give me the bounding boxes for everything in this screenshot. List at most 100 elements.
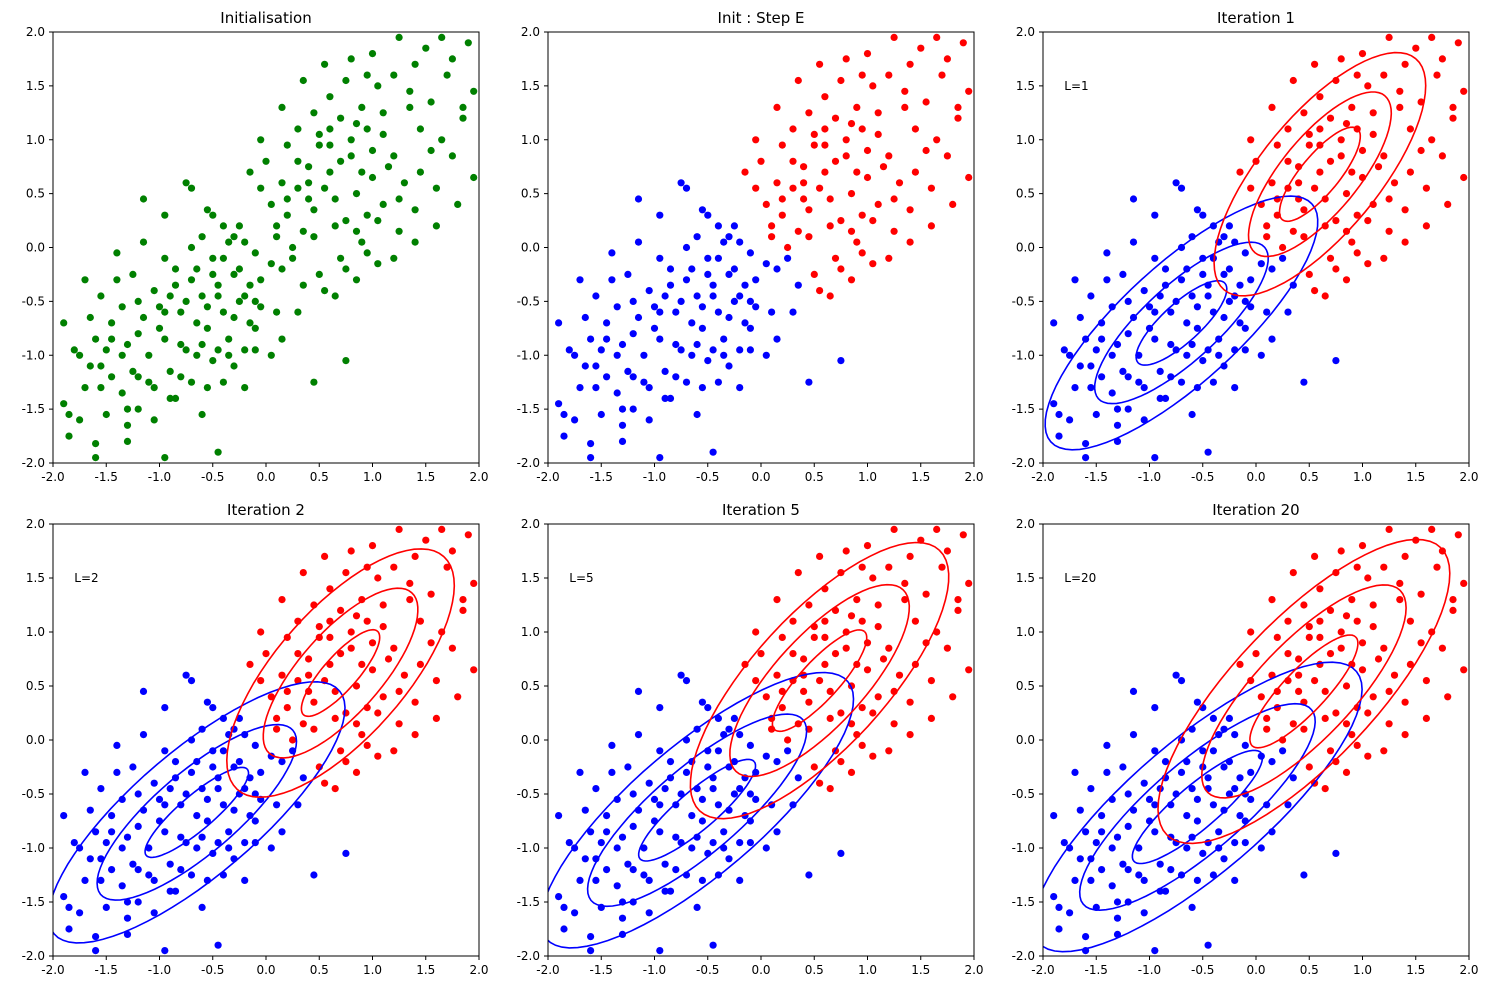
data-point: [831, 157, 840, 165]
data-point: [60, 319, 68, 327]
data-point: [1156, 367, 1164, 375]
data-point: [1167, 866, 1175, 874]
data-point: [1124, 330, 1132, 338]
data-point: [1364, 709, 1372, 717]
data-point: [1263, 801, 1271, 809]
data-point: [278, 828, 286, 836]
data-point: [853, 103, 861, 111]
data-point: [560, 925, 568, 933]
data-point: [842, 55, 850, 63]
data-point: [698, 206, 707, 214]
data-point: [92, 440, 100, 448]
red-contour: [771, 629, 868, 733]
data-point: [326, 585, 334, 593]
data-point: [358, 238, 366, 246]
data-point: [603, 866, 611, 874]
data-point: [321, 184, 329, 192]
data-point: [1268, 265, 1276, 273]
data-point: [1076, 313, 1084, 322]
data-point: [203, 324, 211, 332]
data-point: [1183, 844, 1191, 852]
data-point: [906, 731, 914, 739]
data-point: [1380, 71, 1388, 79]
data-point: [1417, 146, 1425, 155]
data-point: [390, 563, 398, 571]
data-point: [241, 876, 249, 885]
data-point: [1396, 579, 1404, 588]
data-point: [1380, 563, 1388, 571]
data-point: [640, 871, 648, 879]
data-point: [858, 617, 866, 625]
y-tick-label: -0.5: [1012, 294, 1035, 308]
data-point: [358, 731, 366, 739]
data-point: [97, 292, 105, 300]
data-point: [661, 860, 669, 868]
data-point: [193, 265, 201, 273]
data-point: [294, 125, 302, 133]
data-point: [1087, 785, 1095, 793]
data-point: [1209, 801, 1217, 809]
data-point: [1183, 319, 1191, 327]
data-point: [363, 125, 371, 133]
data-point: [592, 785, 600, 793]
data-point: [134, 405, 142, 413]
data-point: [1231, 384, 1239, 392]
data-point: [650, 795, 659, 804]
data-point: [187, 243, 196, 252]
data-point: [858, 704, 866, 712]
data-point: [773, 758, 781, 766]
data-point: [778, 687, 786, 696]
data-point: [1151, 704, 1159, 712]
data-point: [714, 308, 723, 316]
data-point: [943, 547, 952, 555]
data-point: [1055, 410, 1063, 419]
data-point: [139, 238, 148, 246]
data-point: [826, 687, 834, 696]
data-point: [863, 146, 872, 155]
data-point: [108, 828, 116, 836]
data-point: [427, 98, 435, 106]
data-point: [310, 109, 318, 117]
data-point: [640, 351, 648, 359]
data-point: [92, 828, 100, 836]
data-point: [634, 238, 643, 246]
data-point: [283, 687, 291, 696]
data-point: [1369, 693, 1377, 701]
data-point: [613, 882, 621, 890]
data-point: [858, 741, 866, 750]
data-point: [1236, 660, 1244, 669]
data-point: [810, 633, 818, 642]
data-point: [1380, 254, 1388, 262]
data-point: [1401, 698, 1409, 706]
data-point: [134, 866, 142, 874]
data-point: [874, 601, 882, 609]
data-point: [1257, 693, 1265, 701]
y-tick-label: 1.5: [26, 79, 45, 93]
data-point: [1401, 552, 1409, 561]
data-point: [826, 222, 834, 230]
data-point: [86, 313, 94, 322]
data-point: [214, 839, 222, 847]
data-point: [352, 120, 361, 128]
x-tick-label: 0.5: [1300, 470, 1319, 484]
data-point: [1124, 373, 1132, 381]
data-point: [123, 930, 132, 939]
data-point: [645, 384, 653, 392]
data-point: [1305, 130, 1313, 138]
data-point: [278, 103, 286, 111]
data-point: [720, 238, 728, 246]
data-point: [305, 163, 313, 171]
data-point: [656, 454, 664, 462]
data-point: [411, 552, 419, 561]
data-point: [666, 265, 675, 273]
data-point: [1220, 313, 1228, 322]
data-point: [331, 785, 339, 793]
data-point: [108, 812, 116, 820]
data-point: [241, 292, 249, 300]
data-point: [603, 335, 611, 343]
data-point: [816, 287, 824, 295]
data-point: [257, 768, 265, 777]
data-point: [895, 179, 904, 187]
data-point: [113, 276, 121, 284]
